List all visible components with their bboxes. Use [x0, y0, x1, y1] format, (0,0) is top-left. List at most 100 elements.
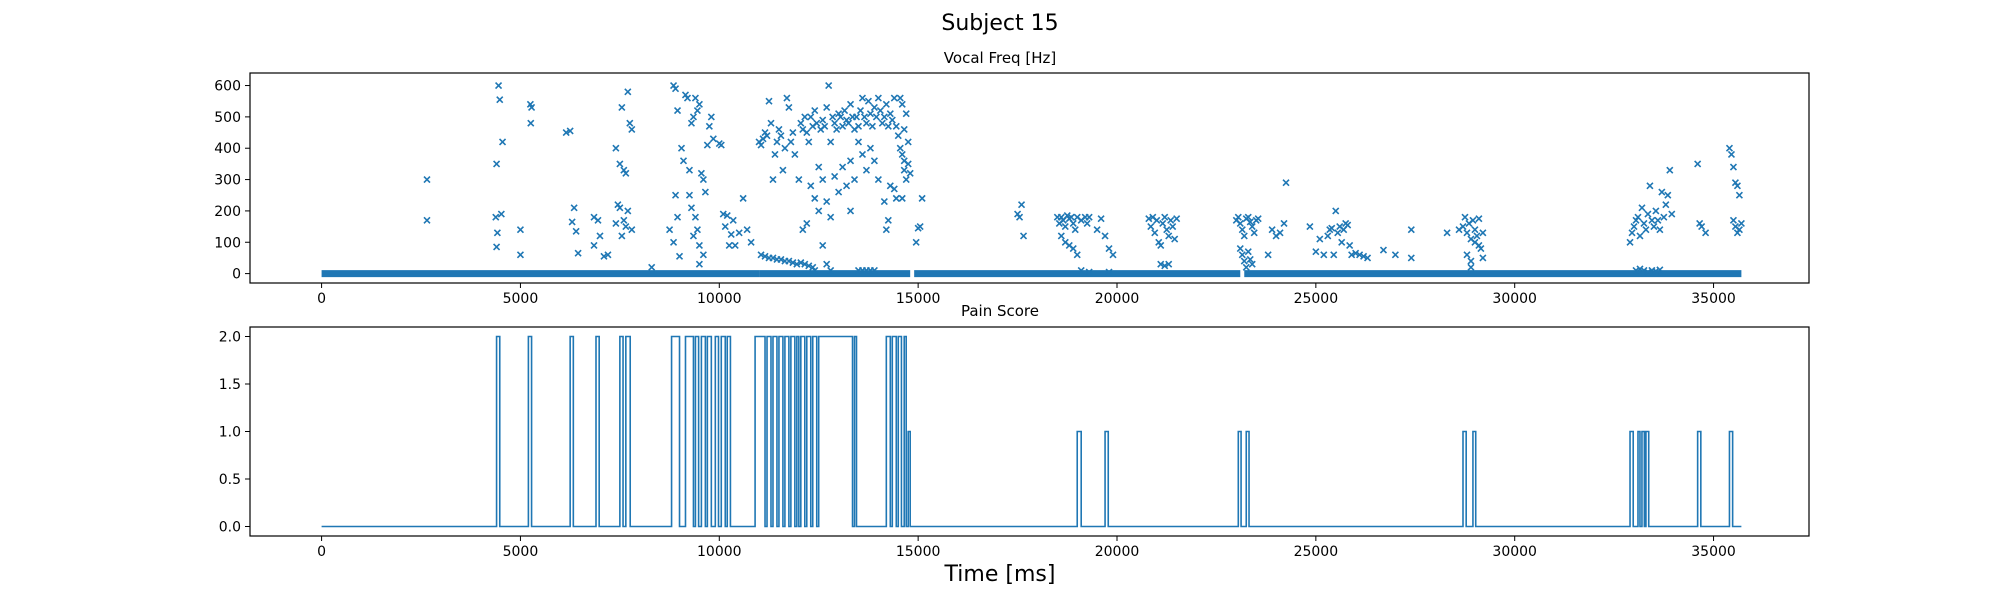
scatter-point [709, 135, 717, 143]
x-tick-label: 15000 [896, 291, 941, 307]
scatter-point [827, 138, 835, 146]
scatter-point [1238, 251, 1246, 259]
scatter-point [1479, 229, 1487, 237]
scatter-point [801, 113, 809, 121]
scatter-point [902, 176, 910, 184]
scatter-point [423, 216, 431, 224]
scatter-point [1463, 251, 1471, 259]
scatter-point [1173, 215, 1181, 223]
scatter-point [805, 262, 813, 270]
scatter-point [622, 169, 630, 177]
scatter-point [767, 119, 775, 127]
scatter-point [493, 229, 501, 237]
scatter-point [1479, 254, 1487, 262]
scatter-point [1242, 263, 1250, 271]
scatter-point [1652, 207, 1660, 215]
scatter-point [1469, 216, 1477, 224]
scatter-point [687, 119, 696, 127]
scatter-point [1733, 182, 1741, 190]
scatter-point [807, 113, 815, 121]
vocal-freq-plot-area: 0 5000 10000 15000 20000 25000 30000 35000 0 100 2… [214, 72, 1810, 307]
scatter-point [1077, 266, 1085, 275]
scatter-point [789, 128, 797, 137]
scatter-point [1644, 268, 1652, 276]
scatter-point [757, 251, 765, 259]
scatter-point [896, 144, 904, 152]
scatter-point [725, 241, 733, 249]
scatter-point [833, 125, 841, 133]
scatter-point [1316, 235, 1324, 243]
x-tick-label: 0 [317, 291, 326, 307]
scatter-point [813, 119, 821, 127]
scatter-point [1735, 191, 1743, 199]
scatter-point [791, 150, 799, 159]
x-tick-label: 15000 [896, 544, 941, 560]
x-tick-label: 25000 [1294, 291, 1339, 307]
scatter-point [906, 169, 914, 177]
scatter-point [787, 138, 795, 146]
scatter-point [868, 122, 876, 130]
scatter-point [666, 226, 674, 234]
scatter-point [839, 122, 847, 130]
scatter-point [671, 191, 680, 199]
scatter-point [1240, 232, 1248, 240]
scatter-point [1729, 216, 1738, 224]
scatter-point [898, 100, 906, 108]
scatter-point [841, 107, 849, 115]
scatter-point [1626, 238, 1634, 246]
scatter-point [858, 150, 867, 159]
scatter-point [1282, 179, 1290, 187]
y-tick-label: 0.5 [219, 472, 241, 488]
scatter-point [566, 127, 574, 135]
scatter-point [717, 141, 725, 149]
scatter-point [823, 260, 831, 268]
scatter-point [689, 113, 698, 121]
scatter-point [846, 207, 855, 215]
scatter-point [890, 94, 898, 102]
scatter-point [705, 122, 713, 130]
scatter-point [620, 216, 628, 224]
scatter-point [1097, 215, 1105, 223]
scatter-point [572, 227, 580, 235]
scatter-point [697, 169, 705, 177]
scatter-point [1648, 216, 1656, 224]
scatter-point [1660, 213, 1668, 221]
scatter-point [1656, 266, 1664, 274]
scatter-point [842, 182, 851, 190]
scatter-point [1268, 226, 1276, 234]
scatter-point [492, 213, 500, 221]
scatter-point [1330, 251, 1338, 259]
scatter-point [590, 241, 598, 249]
scatter-point [1644, 210, 1652, 218]
scatter-point [493, 243, 501, 251]
scatter-point [761, 252, 769, 260]
scatter-point [1658, 188, 1666, 196]
scatter-point [811, 107, 819, 115]
scatter-point [1320, 251, 1328, 259]
scatter-point [801, 260, 809, 268]
scatter-point [916, 223, 924, 231]
scatter-point [789, 259, 797, 267]
scatter-point [747, 238, 755, 246]
scatter-point [894, 132, 902, 140]
scatter-point [695, 100, 703, 108]
scatter-point [856, 107, 865, 115]
scatter-point [886, 110, 894, 118]
pain-score-plot-area: 0 5000 10000 15000 20000 25000 30000 35000 0.0 0.… [219, 326, 1810, 560]
scatter-point [1240, 257, 1248, 265]
y-tick-label: 100 [214, 235, 241, 251]
scatter-point [1332, 207, 1340, 215]
scatter-point [775, 125, 783, 133]
scatter-point [1346, 241, 1354, 249]
x-axis-label: Time [ms] [944, 562, 1056, 587]
scatter-point [890, 185, 898, 193]
scatter-point [777, 255, 785, 264]
scatter-point [685, 166, 694, 174]
scatter-point [1662, 201, 1670, 209]
scatter-point [1632, 266, 1640, 275]
scatter-point [1652, 267, 1660, 275]
scatter-point [671, 85, 680, 93]
scatter-point [783, 94, 791, 102]
scatter-point [1636, 265, 1644, 273]
